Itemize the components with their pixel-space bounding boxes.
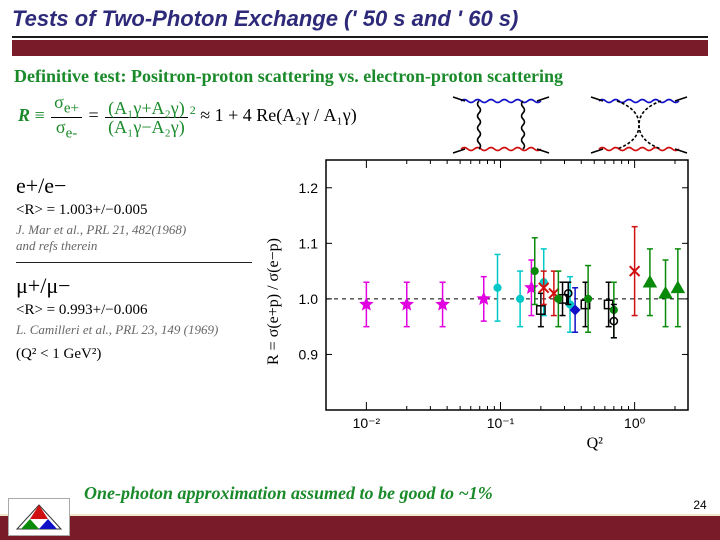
svg-text:10⁻¹: 10⁻¹ — [487, 415, 515, 431]
svg-text:1.2: 1.2 — [299, 180, 319, 196]
mupm-ref: L. Camilleri et al., PRL 23, 149 (1969) — [16, 322, 252, 338]
epm-ref: J. Mar et al., PRL 21, 482(1968) and ref… — [16, 222, 252, 254]
title-accent-bar — [12, 40, 708, 56]
mupm-R: <R> = 0.993+/−0.006 — [16, 302, 252, 319]
notes-divider — [16, 262, 252, 263]
svg-text:10⁻²: 10⁻² — [353, 415, 381, 431]
epm-label: e+/e− — [16, 173, 252, 199]
page-number: 24 — [686, 496, 714, 514]
svg-text:0.9: 0.9 — [299, 346, 319, 362]
svg-text:1.1: 1.1 — [299, 235, 319, 251]
svg-text:10⁰: 10⁰ — [624, 415, 646, 431]
svg-text:Q²: Q² — [587, 435, 604, 452]
left-notes: e+/e− <R> = 1.003+/−0.005 J. Mar et al.,… — [16, 170, 252, 366]
svg-text:1.0: 1.0 — [299, 291, 319, 307]
q2-cut: (Q² < 1 GeV²) — [16, 346, 252, 363]
triangle-logo — [8, 498, 70, 536]
page-title: Tests of Two-Photon Exchange (' 50 s and… — [12, 6, 708, 38]
ratio-chart: 0.9 1.0 1.1 1.2 10⁻² 10⁻¹ 10⁰ Q² R = σ(e+p) / σ(… — [260, 148, 700, 458]
svg-text:R = σ(e+p) / σ(e−p): R = σ(e+p) / σ(e−p) — [265, 238, 282, 365]
mupm-label: μ+/μ− — [16, 273, 252, 299]
epm-R: <R> = 1.003+/−0.005 — [16, 202, 252, 219]
bottom-note: One-photon approximation assumed to be g… — [84, 483, 493, 504]
ratio-formula: R ≡ σe+ σe- = (A₁γ+A₂γ) (A₁γ−A₂γ) 2 ≈ 1 … — [18, 105, 357, 125]
slide-subtitle: Definitive test: Positron-proton scatter… — [14, 66, 720, 87]
footer-bar — [0, 516, 720, 540]
